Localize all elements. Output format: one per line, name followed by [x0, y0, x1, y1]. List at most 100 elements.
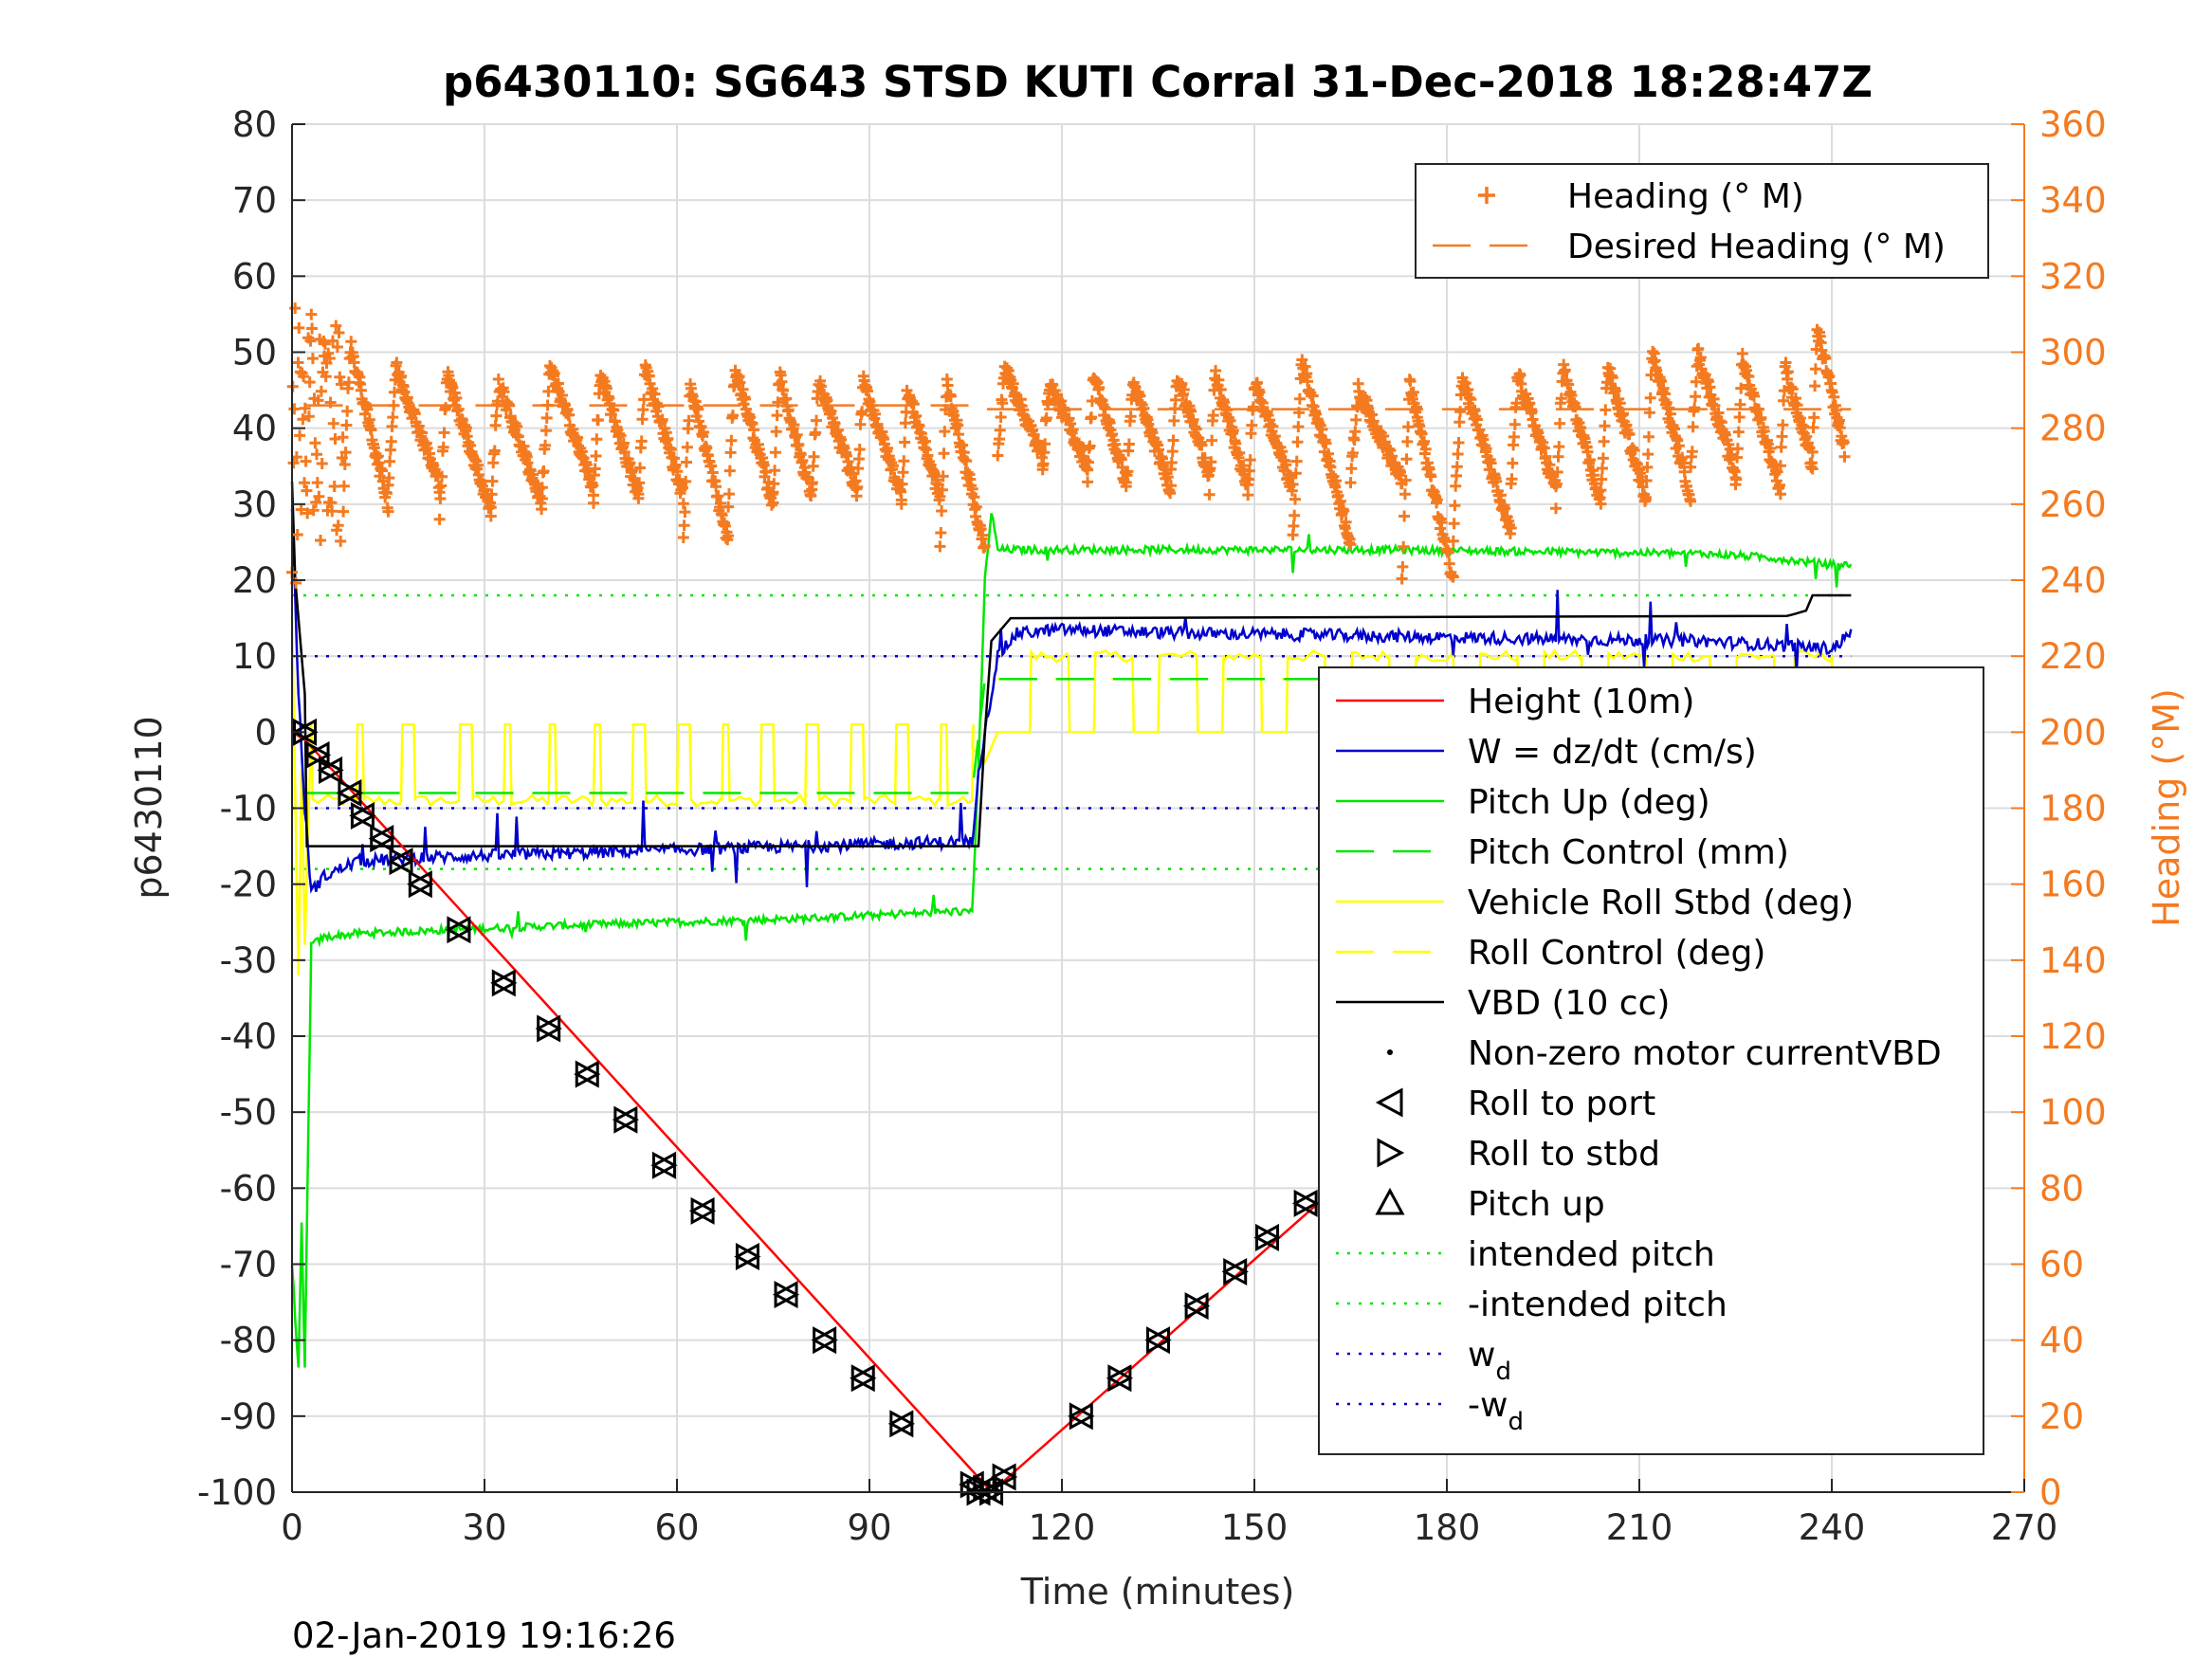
y-tick-label: -60	[220, 1168, 277, 1209]
roll-to-stbd-marker	[774, 1281, 800, 1309]
y-tick-label: 50	[232, 333, 277, 374]
y-tick-label: -20	[220, 865, 277, 905]
y-tick-label: -70	[220, 1245, 277, 1285]
y-right-tick-label: 60	[2039, 1245, 2084, 1285]
legend-swatch	[1377, 1138, 1405, 1168]
y-tick-label: -80	[220, 1321, 277, 1361]
legend-label-text: Non-zero motor currentVBD	[1468, 1034, 1942, 1073]
legend-label: VBD (10 cc)	[1468, 984, 1670, 1023]
roll-to-stbd-marker	[735, 1242, 761, 1271]
series-desired-heading	[304, 404, 1852, 410]
chart-title: p6430110: SG643 STSD KUTI Corral 31-Dec-…	[443, 57, 1873, 107]
y-tick-label: -50	[220, 1092, 277, 1133]
series-pitch-up	[290, 513, 1853, 1368]
legend-label: Pitch up	[1468, 1185, 1605, 1224]
legend-label-subscript: d	[1495, 1358, 1511, 1386]
y-tick-label: -10	[220, 789, 277, 830]
y-ticks: -100-90-80-70-60-50-40-30-20-10010203040…	[197, 104, 305, 1513]
legend-box	[1415, 163, 1989, 279]
y-axis-label: p6430110	[128, 716, 170, 899]
legend-main: Height (10m) W = dz/dt (cm/s) Pitch Up (de…	[1318, 666, 1984, 1455]
y-right-tick-label: 320	[2039, 256, 2107, 297]
legend-label: Roll to stbd	[1468, 1135, 1660, 1174]
y-tick-label: -100	[197, 1472, 277, 1513]
legend-label: Height (10m)	[1468, 683, 1694, 721]
legend-label: intended pitch	[1468, 1235, 1715, 1274]
legend-label: -intended pitch	[1468, 1285, 1728, 1324]
legend-label: Heading (° M)	[1567, 177, 1804, 216]
series-vbd	[290, 481, 1852, 848]
y-tick-label: 40	[232, 409, 277, 449]
y-tick-label: 60	[232, 256, 277, 297]
legend-swatch	[1478, 187, 1495, 204]
legend-label-text: Roll Control (deg)	[1468, 934, 1765, 973]
series-w	[290, 508, 1853, 894]
y-right-tick-label: 260	[2039, 484, 2107, 525]
roll-to-stbd-marker	[690, 1196, 717, 1225]
x-tick-label: 60	[654, 1507, 699, 1548]
y-right-tick-label: 20	[2039, 1396, 2084, 1437]
legend-label: W = dz/dt (cm/s)	[1468, 733, 1757, 772]
y-right-tick-label: 180	[2039, 789, 2107, 830]
y-axis-right-label: Heading (°M)	[2146, 688, 2187, 927]
legend-label-text: Roll to stbd	[1468, 1135, 1660, 1174]
roll-to-stbd-marker	[447, 916, 473, 944]
x-tick-label: 30	[462, 1507, 506, 1548]
legend-label: Desired Heading (° M)	[1567, 228, 1946, 266]
y-right-tick-label: 140	[2039, 940, 2107, 981]
roll-to-stbd-marker	[1146, 1326, 1172, 1355]
y-tick-label: 80	[232, 104, 277, 145]
y-tick-label: 0	[254, 712, 277, 753]
legend-label-text: Pitch up	[1468, 1185, 1605, 1224]
legend-label-text: VBD (10 cc)	[1468, 984, 1670, 1023]
roll-to-stbd-marker	[1255, 1223, 1281, 1251]
y-right-tick-label: 220	[2039, 636, 2107, 677]
roll-to-stbd-marker	[575, 1060, 601, 1088]
legend-label-text: -intended pitch	[1468, 1285, 1728, 1324]
legend-heading: Heading (° M) Desired Heading (° M)	[1415, 163, 1989, 279]
y-right-tick-label: 160	[2039, 865, 2107, 905]
x-axis-label: Time (minutes)	[1020, 1571, 1295, 1613]
roll-to-stbd-marker	[408, 870, 434, 899]
roll-to-stbd-marker	[1069, 1402, 1095, 1431]
legend-label-text: w	[1468, 1336, 1495, 1375]
y-right-tick-label: 100	[2039, 1092, 2107, 1133]
legend-label-text: Roll to port	[1468, 1085, 1655, 1123]
y-right-tick-label: 40	[2039, 1321, 2084, 1361]
legend-label: Pitch Up (deg)	[1468, 783, 1710, 822]
legend-label-text: Pitch Control (mm)	[1468, 833, 1789, 872]
legend-box	[1318, 666, 1984, 1455]
legend-swatch	[1375, 1187, 1405, 1215]
roll-to-stbd-marker	[1107, 1364, 1134, 1393]
y-tick-label: 20	[232, 560, 277, 601]
legend-swatch	[1387, 1049, 1393, 1055]
y-tick-label: 30	[232, 484, 277, 525]
roll-to-stbd-marker	[1223, 1257, 1249, 1286]
legend-label-text: -w	[1468, 1386, 1508, 1425]
y-ticks-right: 0 20 40 60 80 100 120 140 160 180 200 220 240 260 280 3…	[2011, 104, 2107, 1513]
x-tick-label: 180	[1414, 1507, 1481, 1548]
footer-timestamp: 02-Jan-2019 19:16:26	[292, 1615, 676, 1656]
y-tick-label: -90	[220, 1396, 277, 1437]
y-right-tick-label: 300	[2039, 333, 2107, 374]
roll-to-stbd-marker	[537, 1014, 562, 1043]
roll-to-stbd-marker	[319, 756, 344, 784]
roll-to-stbd-marker	[1293, 1189, 1320, 1217]
y-right-tick-label: 240	[2039, 560, 2107, 601]
legend-label-text: W = dz/dt (cm/s)	[1468, 733, 1757, 772]
legend-label-subscript: d	[1508, 1408, 1524, 1436]
legend-label-text: Vehicle Roll Stbd (deg)	[1468, 884, 1854, 922]
roll-to-stbd-marker	[1184, 1292, 1211, 1321]
legend-label-text: Desired Heading (° M)	[1567, 228, 1946, 266]
legend-label: Non-zero motor currentVBD	[1468, 1034, 1942, 1073]
x-tick-label: 210	[1606, 1507, 1673, 1548]
y-tick-label: 10	[232, 636, 277, 677]
legend-label: Roll to port	[1468, 1085, 1655, 1123]
x-tick-label: 270	[1991, 1507, 2058, 1548]
legend-label: Roll Control (deg)	[1468, 934, 1765, 973]
y-tick-label: 70	[232, 180, 277, 221]
roll-to-stbd-marker	[813, 1326, 838, 1355]
legend-label-text: Heading (° M)	[1567, 177, 1804, 216]
roll-to-stbd-marker	[338, 778, 364, 807]
